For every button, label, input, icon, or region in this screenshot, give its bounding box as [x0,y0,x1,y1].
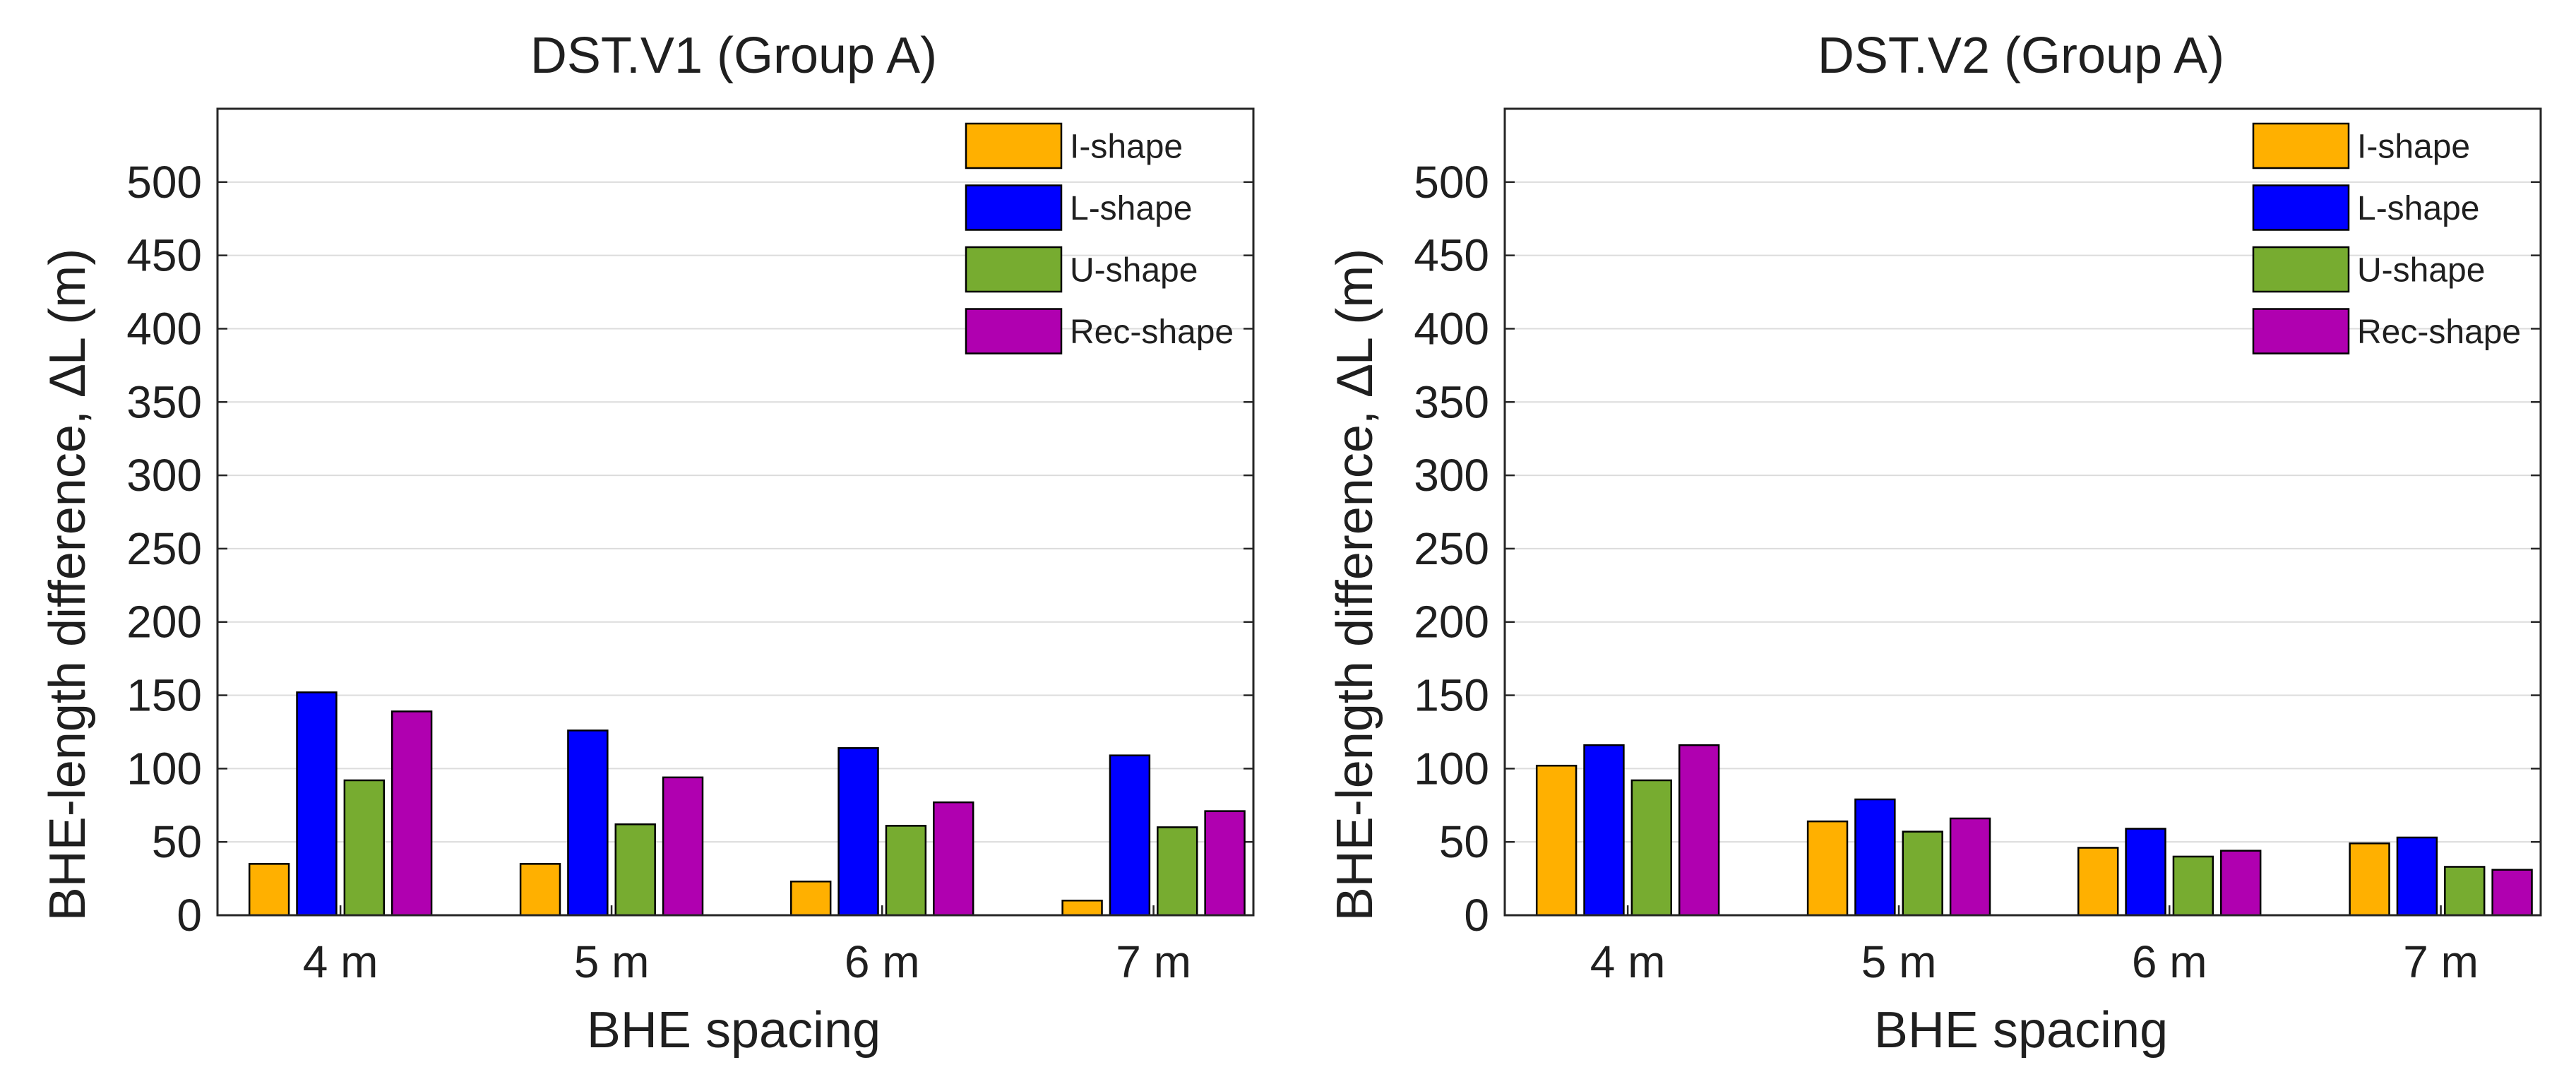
x-tick-label: 5 m [1861,936,1937,987]
x-tick-label: 4 m [303,936,378,987]
bar-u-shape-4m [343,779,385,917]
legend-swatch-i-shape [965,122,1063,169]
bar-rec-shape-5m [662,776,704,917]
bar-l-shape-5m [567,729,609,917]
plot-border [216,107,1255,917]
y-tick-label: 200 [1414,597,1489,648]
bar-rec-shape-4m [390,710,433,917]
plot-area [217,109,1253,915]
bar-u-shape-6m [2172,855,2214,917]
y-tick-label: 0 [1464,890,1489,941]
bar-u-shape-4m [1630,779,1672,917]
bar-i-shape-6m [790,880,832,917]
y-tick-label: 450 [126,230,202,281]
chart-title: DST.V2 (Group A) [1818,28,2224,84]
chart-title: DST.V1 (Group A) [530,28,937,84]
x-tick-label: 6 m [2132,936,2207,987]
chart-dst-v2: DST.V2 (Group A) BHE spacing BHE-length … [1327,28,2542,1059]
y-tick-label: 50 [152,816,202,867]
y-tick-label: 300 [126,450,202,501]
legend-label-rec-shape: Rec-shape [2357,314,2521,351]
legend-swatch-u-shape [965,246,1063,293]
legend-swatch-l-shape [2252,184,2350,231]
legend-label-u-shape: U-shape [2357,252,2485,290]
bar-l-shape-5m [1854,798,1896,917]
bar-l-shape-6m [837,747,879,917]
legend-swatch-l-shape [965,184,1063,231]
x-tick-label: 5 m [574,936,650,987]
y-tick-label: 450 [1414,230,1489,281]
y-tick-label: 300 [1414,450,1489,501]
x-tick-label: 7 m [2403,936,2479,987]
y-tick-label: 50 [1439,816,1489,867]
bar-l-shape-4m [296,691,338,917]
y-axis-label: BHE-length difference, ∆L (m) [40,249,96,921]
bar-l-shape-7m [1109,754,1151,917]
legend: I-shape L-shape U-shape Rec-shape [965,122,1234,355]
bar-i-shape-6m [2077,847,2119,917]
bar-u-shape-5m [1902,830,1943,917]
y-tick-label: 400 [1414,303,1489,354]
bar-rec-shape-7m [2491,869,2533,917]
bar-i-shape-7m [1061,899,1103,917]
bar-rec-shape-6m [933,801,974,917]
y-tick-label: 200 [126,597,202,648]
legend-label-l-shape: L-shape [2357,190,2479,227]
y-tick-label: 500 [126,157,202,208]
y-tick-label: 400 [126,303,202,354]
bar-rec-shape-4m [1678,744,1720,917]
bar-u-shape-6m [885,825,927,917]
legend-label-u-shape: U-shape [1070,252,1198,290]
bar-rec-shape-5m [1949,817,1991,917]
y-tick-label: 100 [126,743,202,794]
y-tick-label: 250 [1414,523,1489,574]
x-axis-label: BHE spacing [1874,1002,2168,1059]
x-tick-label: 7 m [1116,936,1191,987]
y-axis-label: BHE-length difference, ∆L (m) [1327,249,1383,921]
legend-label-rec-shape: Rec-shape [1070,314,1234,351]
bar-i-shape-4m [248,863,290,917]
y-tick-label: 0 [177,890,202,941]
bar-rec-shape-7m [1204,810,1246,917]
legend-swatch-u-shape [2252,246,2350,293]
bar-u-shape-7m [2444,866,2486,917]
legend-swatch-rec-shape [965,308,1063,355]
plot-border [1503,107,2542,917]
y-tick-label: 150 [1414,670,1489,721]
x-tick-label: 6 m [845,936,920,987]
bar-l-shape-7m [2396,836,2438,917]
bar-u-shape-5m [614,823,656,917]
y-tick-label: 350 [126,376,202,427]
y-tick-label: 350 [1414,376,1489,427]
y-tick-label: 500 [1414,157,1489,208]
bar-i-shape-5m [519,863,561,917]
legend: I-shape L-shape U-shape Rec-shape [2252,122,2521,355]
x-axis-label: BHE spacing [587,1002,881,1059]
bar-i-shape-7m [2349,842,2390,917]
y-tick-label: 250 [126,523,202,574]
legend-label-i-shape: I-shape [2357,129,2470,166]
legend-label-i-shape: I-shape [1070,129,1183,166]
bar-l-shape-6m [2125,828,2166,917]
bar-l-shape-4m [1583,744,1625,917]
chart-dst-v1: DST.V1 (Group A) BHE spacing BHE-length … [40,28,1255,1059]
legend-label-l-shape: L-shape [1070,190,1192,227]
bar-i-shape-5m [1806,820,1849,917]
bar-i-shape-4m [1535,764,1578,917]
legend-swatch-rec-shape [2252,308,2350,355]
y-tick-label: 100 [1414,743,1489,794]
bar-u-shape-7m [1157,826,1198,917]
legend-swatch-i-shape [2252,122,2350,169]
x-tick-label: 4 m [1590,936,1666,987]
plot-area [1505,109,2541,915]
bar-rec-shape-6m [2220,850,2262,917]
y-tick-label: 150 [126,670,202,721]
